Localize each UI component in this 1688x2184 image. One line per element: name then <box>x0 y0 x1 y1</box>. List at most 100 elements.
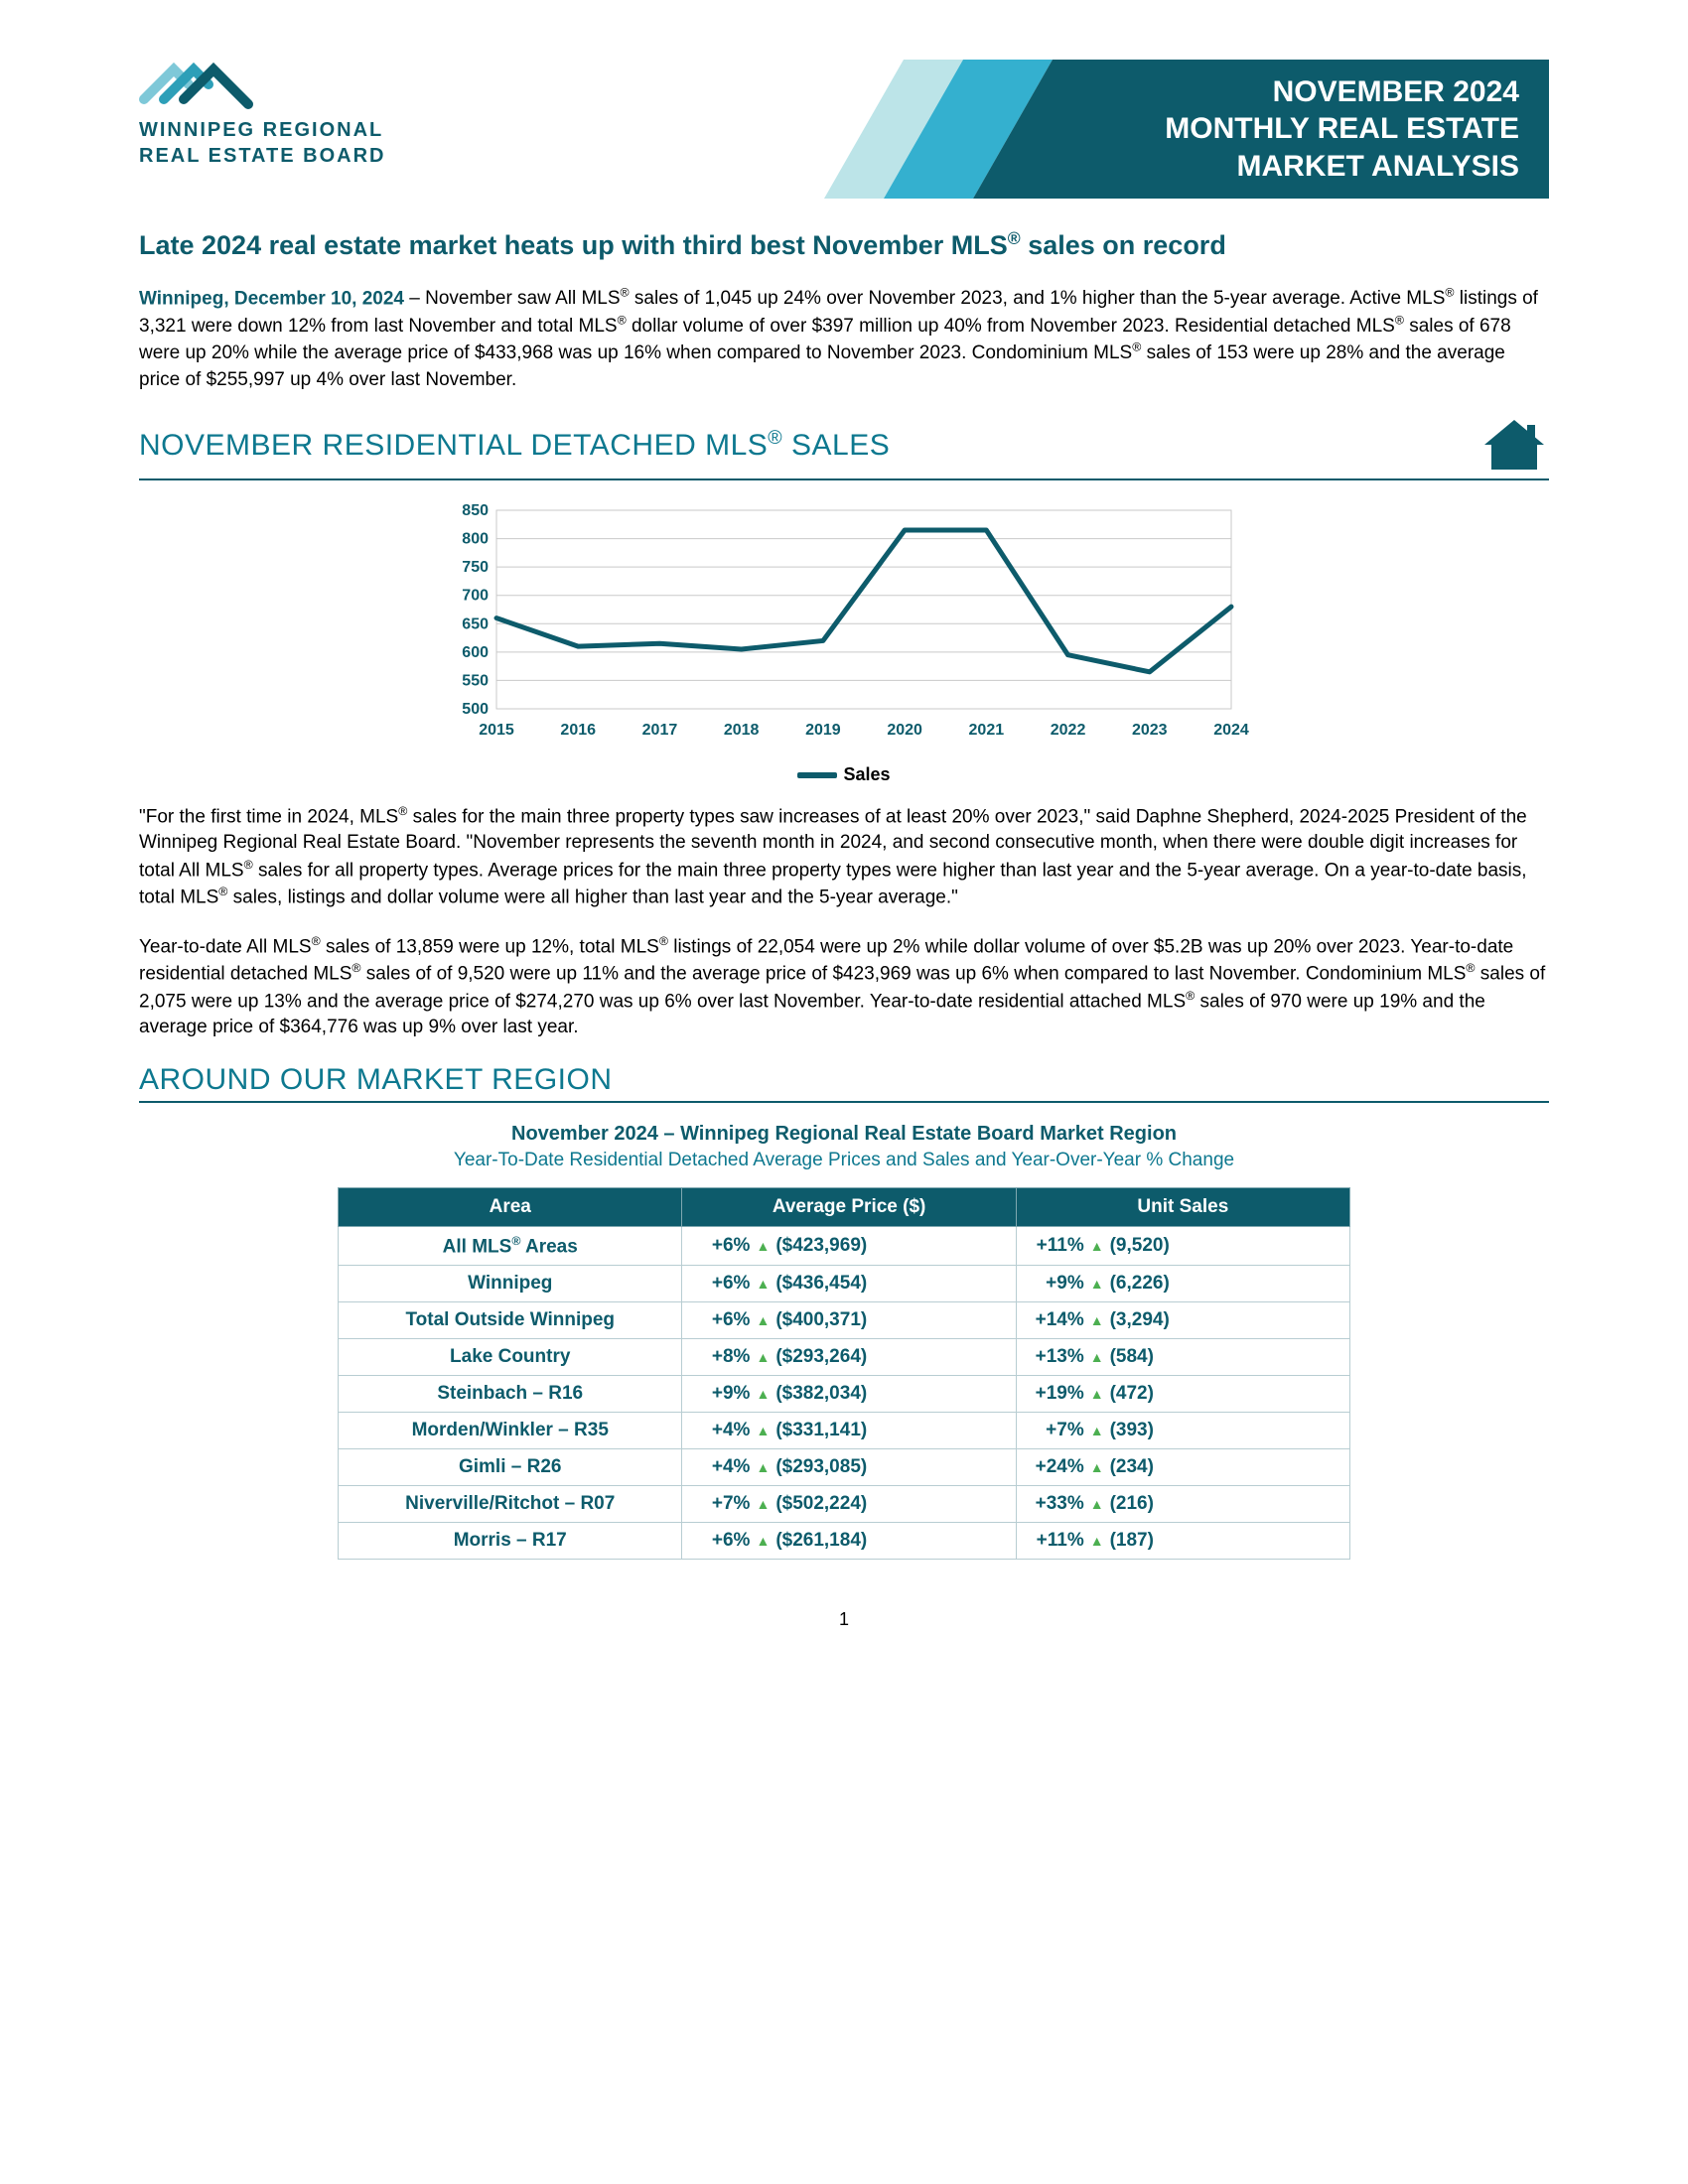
logo-mark-icon <box>139 60 258 109</box>
table-subtitle: Year-To-Date Residential Detached Averag… <box>139 1150 1549 1171</box>
cell-sales: +33%▲(216) <box>1016 1485 1349 1522</box>
svg-text:2015: 2015 <box>479 722 514 739</box>
table-row: All MLS® Areas+6%▲($423,969)+11%▲(9,520) <box>339 1226 1350 1265</box>
region-table: Area Average Price ($) Unit Sales All ML… <box>338 1187 1350 1560</box>
title-banner: NOVEMBER 2024 MONTHLY REAL ESTATE MARKET… <box>794 60 1549 199</box>
cell-sales: +9%▲(6,226) <box>1016 1265 1349 1301</box>
up-arrow-icon: ▲ <box>1090 1459 1104 1475</box>
svg-text:750: 750 <box>462 559 489 576</box>
up-arrow-icon: ▲ <box>756 1349 770 1365</box>
house-icon <box>1479 415 1549 475</box>
legend-label: Sales <box>843 764 890 784</box>
ytd-paragraph: Year-to-date All MLS® sales of 13,859 we… <box>139 933 1549 1041</box>
up-arrow-icon: ▲ <box>756 1533 770 1549</box>
svg-text:2024: 2024 <box>1213 722 1249 739</box>
banner-line1: NOVEMBER 2024 <box>1165 73 1519 111</box>
cell-price: +7%▲($502,224) <box>682 1485 1016 1522</box>
cell-area: Steinbach – R16 <box>339 1375 682 1412</box>
table-row: Morden/Winkler – R35+4%▲($331,141)+7%▲(3… <box>339 1412 1350 1448</box>
svg-text:800: 800 <box>462 530 489 547</box>
up-arrow-icon: ▲ <box>756 1238 770 1254</box>
cell-area: All MLS® Areas <box>339 1226 682 1265</box>
up-arrow-icon: ▲ <box>1090 1533 1104 1549</box>
banner-line2: MONTHLY REAL ESTATE <box>1165 110 1519 148</box>
section2-rule <box>139 1101 1549 1103</box>
intro-paragraph: Winnipeg, December 10, 2024 – November s… <box>139 285 1549 393</box>
cell-sales: +24%▲(234) <box>1016 1448 1349 1485</box>
up-arrow-icon: ▲ <box>756 1312 770 1328</box>
table-header-row: Area Average Price ($) Unit Sales <box>339 1187 1350 1226</box>
cell-area: Winnipeg <box>339 1265 682 1301</box>
cell-price: +4%▲($331,141) <box>682 1412 1016 1448</box>
up-arrow-icon: ▲ <box>1090 1276 1104 1292</box>
col-header-area: Area <box>339 1187 682 1226</box>
quote-paragraph: "For the first time in 2024, MLS® sales … <box>139 803 1549 911</box>
svg-text:550: 550 <box>462 672 489 689</box>
cell-price: +6%▲($436,454) <box>682 1265 1016 1301</box>
dateline: Winnipeg, December 10, 2024 <box>139 288 404 309</box>
table-row: Lake Country+8%▲($293,264)+13%▲(584) <box>339 1338 1350 1375</box>
svg-text:600: 600 <box>462 644 489 661</box>
cell-area: Morris – R17 <box>339 1522 682 1559</box>
up-arrow-icon: ▲ <box>756 1386 770 1402</box>
cell-area: Gimli – R26 <box>339 1448 682 1485</box>
svg-text:2023: 2023 <box>1132 722 1168 739</box>
svg-text:650: 650 <box>462 615 489 632</box>
up-arrow-icon: ▲ <box>756 1496 770 1512</box>
cell-price: +6%▲($400,371) <box>682 1301 1016 1338</box>
chart-legend: Sales <box>139 764 1549 785</box>
cell-area: Morden/Winkler – R35 <box>339 1412 682 1448</box>
table-row: Gimli – R26+4%▲($293,085)+24%▲(234) <box>339 1448 1350 1485</box>
up-arrow-icon: ▲ <box>1090 1386 1104 1402</box>
up-arrow-icon: ▲ <box>1090 1238 1104 1254</box>
section1-rule <box>139 478 1549 480</box>
sales-chart: 5005506006507007508008502015201620172018… <box>437 500 1251 758</box>
svg-text:2018: 2018 <box>724 722 760 739</box>
cell-price: +9%▲($382,034) <box>682 1375 1016 1412</box>
logo-text-line1: WINNIPEG REGIONAL <box>139 117 385 143</box>
svg-text:2019: 2019 <box>805 722 841 739</box>
cell-price: +6%▲($423,969) <box>682 1226 1016 1265</box>
cell-area: Niverville/Ritchot – R07 <box>339 1485 682 1522</box>
svg-text:2021: 2021 <box>969 722 1005 739</box>
table-row: Total Outside Winnipeg+6%▲($400,371)+14%… <box>339 1301 1350 1338</box>
cell-price: +8%▲($293,264) <box>682 1338 1016 1375</box>
header-row: WINNIPEG REGIONAL REAL ESTATE BOARD NOVE… <box>139 60 1549 199</box>
svg-text:2020: 2020 <box>887 722 922 739</box>
sales-chart-svg: 5005506006507007508008502015201620172018… <box>437 500 1251 758</box>
up-arrow-icon: ▲ <box>1090 1423 1104 1438</box>
col-header-sales: Unit Sales <box>1016 1187 1349 1226</box>
cell-area: Lake Country <box>339 1338 682 1375</box>
svg-text:2017: 2017 <box>642 722 678 739</box>
svg-text:700: 700 <box>462 588 489 605</box>
up-arrow-icon: ▲ <box>1090 1349 1104 1365</box>
table-row: Morris – R17+6%▲($261,184)+11%▲(187) <box>339 1522 1350 1559</box>
table-title: November 2024 – Winnipeg Regional Real E… <box>139 1123 1549 1146</box>
svg-text:2022: 2022 <box>1051 722 1086 739</box>
page-number: 1 <box>139 1609 1549 1630</box>
headline: Late 2024 real estate market heats up wi… <box>139 228 1549 261</box>
up-arrow-icon: ▲ <box>1090 1496 1104 1512</box>
table-row: Steinbach – R16+9%▲($382,034)+19%▲(472) <box>339 1375 1350 1412</box>
cell-area: Total Outside Winnipeg <box>339 1301 682 1338</box>
cell-sales: +7%▲(393) <box>1016 1412 1349 1448</box>
table-row: Niverville/Ritchot – R07+7%▲($502,224)+3… <box>339 1485 1350 1522</box>
logo-text-line2: REAL ESTATE BOARD <box>139 143 385 169</box>
logo-block: WINNIPEG REGIONAL REAL ESTATE BOARD <box>139 60 385 169</box>
up-arrow-icon: ▲ <box>756 1459 770 1475</box>
section1-title-row: NOVEMBER RESIDENTIAL DETACHED MLS® SALES <box>139 415 1549 475</box>
table-row: Winnipeg+6%▲($436,454)+9%▲(6,226) <box>339 1265 1350 1301</box>
cell-sales: +11%▲(187) <box>1016 1522 1349 1559</box>
cell-sales: +14%▲(3,294) <box>1016 1301 1349 1338</box>
legend-swatch-icon <box>797 772 837 778</box>
up-arrow-icon: ▲ <box>756 1276 770 1292</box>
col-header-price: Average Price ($) <box>682 1187 1016 1226</box>
cell-sales: +13%▲(584) <box>1016 1338 1349 1375</box>
banner-line3: MARKET ANALYSIS <box>1165 148 1519 186</box>
cell-sales: +11%▲(9,520) <box>1016 1226 1349 1265</box>
section2-title: AROUND OUR MARKET REGION <box>139 1063 1549 1097</box>
svg-text:2016: 2016 <box>560 722 596 739</box>
up-arrow-icon: ▲ <box>756 1423 770 1438</box>
up-arrow-icon: ▲ <box>1090 1312 1104 1328</box>
cell-sales: +19%▲(472) <box>1016 1375 1349 1412</box>
